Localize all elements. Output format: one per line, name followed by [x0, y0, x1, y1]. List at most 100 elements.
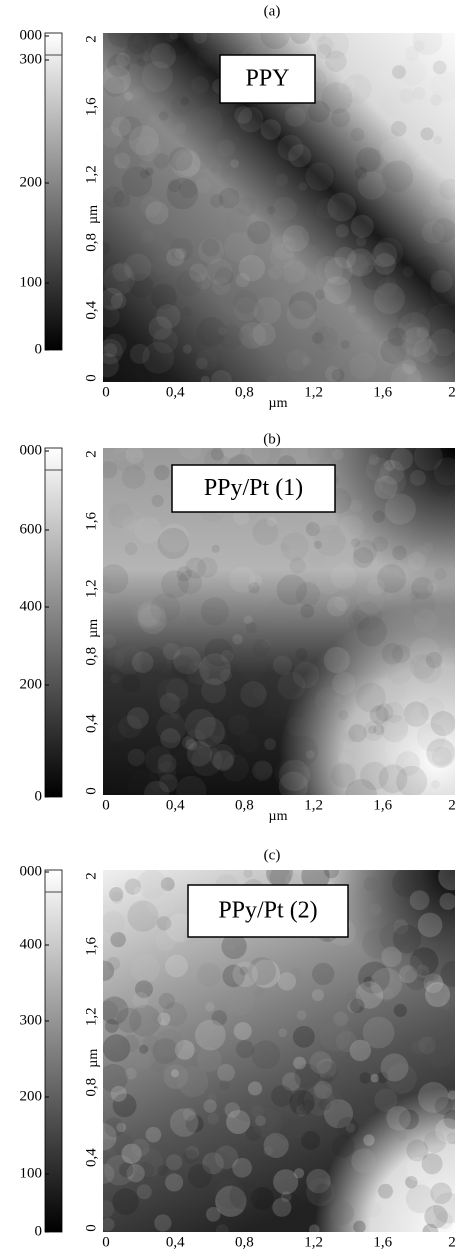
grain: [103, 1034, 131, 1062]
grain: [376, 466, 407, 496]
grain: [426, 1208, 454, 1232]
grain: [387, 660, 412, 685]
grain: [111, 116, 132, 137]
grain: [160, 728, 181, 749]
grain: [112, 1188, 139, 1215]
grain: [426, 738, 455, 768]
grain: [350, 538, 361, 548]
x-tick-label: 0: [102, 384, 110, 400]
grain: [277, 671, 306, 700]
grain: [363, 720, 384, 741]
grain: [309, 671, 319, 681]
grain: [152, 328, 179, 354]
grain: [282, 1072, 301, 1091]
grain: [306, 1177, 335, 1207]
grain: [325, 50, 347, 72]
grain: [337, 75, 355, 94]
grain: [174, 1039, 195, 1060]
grain: [189, 263, 208, 282]
grain: [377, 65, 398, 87]
grain: [288, 144, 312, 168]
grain: [139, 646, 167, 675]
grain: [377, 276, 398, 298]
grain: [318, 33, 350, 60]
x-axis-label: µm: [269, 809, 288, 824]
grain: [135, 136, 161, 162]
grain: [181, 306, 193, 317]
grain: [375, 714, 389, 729]
grain: [397, 309, 413, 325]
grain: [198, 237, 225, 265]
grain: [391, 121, 407, 137]
grain: [186, 741, 212, 767]
grain: [132, 992, 149, 1009]
grain: [316, 700, 326, 711]
grain: [114, 505, 145, 536]
grain: [177, 569, 203, 595]
grain: [185, 1114, 204, 1133]
grain: [307, 100, 330, 123]
grain: [103, 1063, 128, 1093]
grain: [104, 1155, 135, 1186]
grain: [398, 1109, 419, 1130]
grain: [333, 695, 342, 704]
grain: [201, 678, 227, 704]
grain: [324, 256, 353, 286]
grain: [194, 1019, 226, 1051]
colorbar: [44, 869, 63, 1233]
grain: [413, 546, 429, 562]
title-box: [171, 464, 336, 513]
grain: [319, 1019, 352, 1052]
grain: [126, 707, 149, 729]
grain: [309, 318, 327, 335]
grain: [182, 344, 192, 354]
grain: [282, 260, 306, 284]
grain: [440, 960, 455, 987]
x-tick-label: 0,8: [235, 384, 254, 400]
grain: [268, 266, 283, 280]
grain: [431, 746, 452, 767]
grain: [282, 224, 310, 252]
grain: [363, 976, 375, 988]
grain: [428, 983, 446, 1001]
x-axis-label: µm: [269, 396, 288, 411]
grain: [414, 154, 431, 171]
grain: [162, 1002, 188, 1027]
y-tick-label: 0,4: [83, 714, 99, 733]
colorbar-tick-label: 100: [20, 1165, 43, 1181]
grain: [132, 457, 145, 470]
grain: [238, 254, 266, 282]
grain: [136, 600, 166, 630]
grain: [107, 33, 136, 48]
grain: [405, 1184, 435, 1214]
grain: [116, 1122, 126, 1133]
grain: [153, 153, 170, 169]
grain: [273, 288, 290, 306]
grain: [356, 236, 367, 247]
grain: [411, 1040, 426, 1055]
grain: [384, 363, 408, 382]
grain: [306, 750, 315, 759]
grain: [185, 1145, 199, 1160]
grain: [349, 352, 377, 380]
grain: [447, 1090, 455, 1100]
grain: [140, 229, 155, 244]
grain: [136, 1161, 155, 1180]
grain: [154, 1214, 172, 1232]
grain: [220, 650, 234, 663]
grain: [401, 359, 417, 375]
grain: [103, 263, 135, 296]
grain: [286, 716, 307, 737]
grain: [252, 519, 279, 546]
grain: [251, 1105, 264, 1118]
grain: [145, 1126, 162, 1143]
y-axis-label: µm: [86, 205, 101, 224]
grain: [381, 160, 414, 193]
y-tick-label: 1,6: [83, 937, 99, 956]
grain: [221, 448, 242, 458]
grain: [386, 1105, 411, 1131]
grain: [363, 876, 379, 892]
grain: [377, 564, 406, 594]
grain: [302, 356, 312, 366]
grain: [404, 46, 420, 61]
